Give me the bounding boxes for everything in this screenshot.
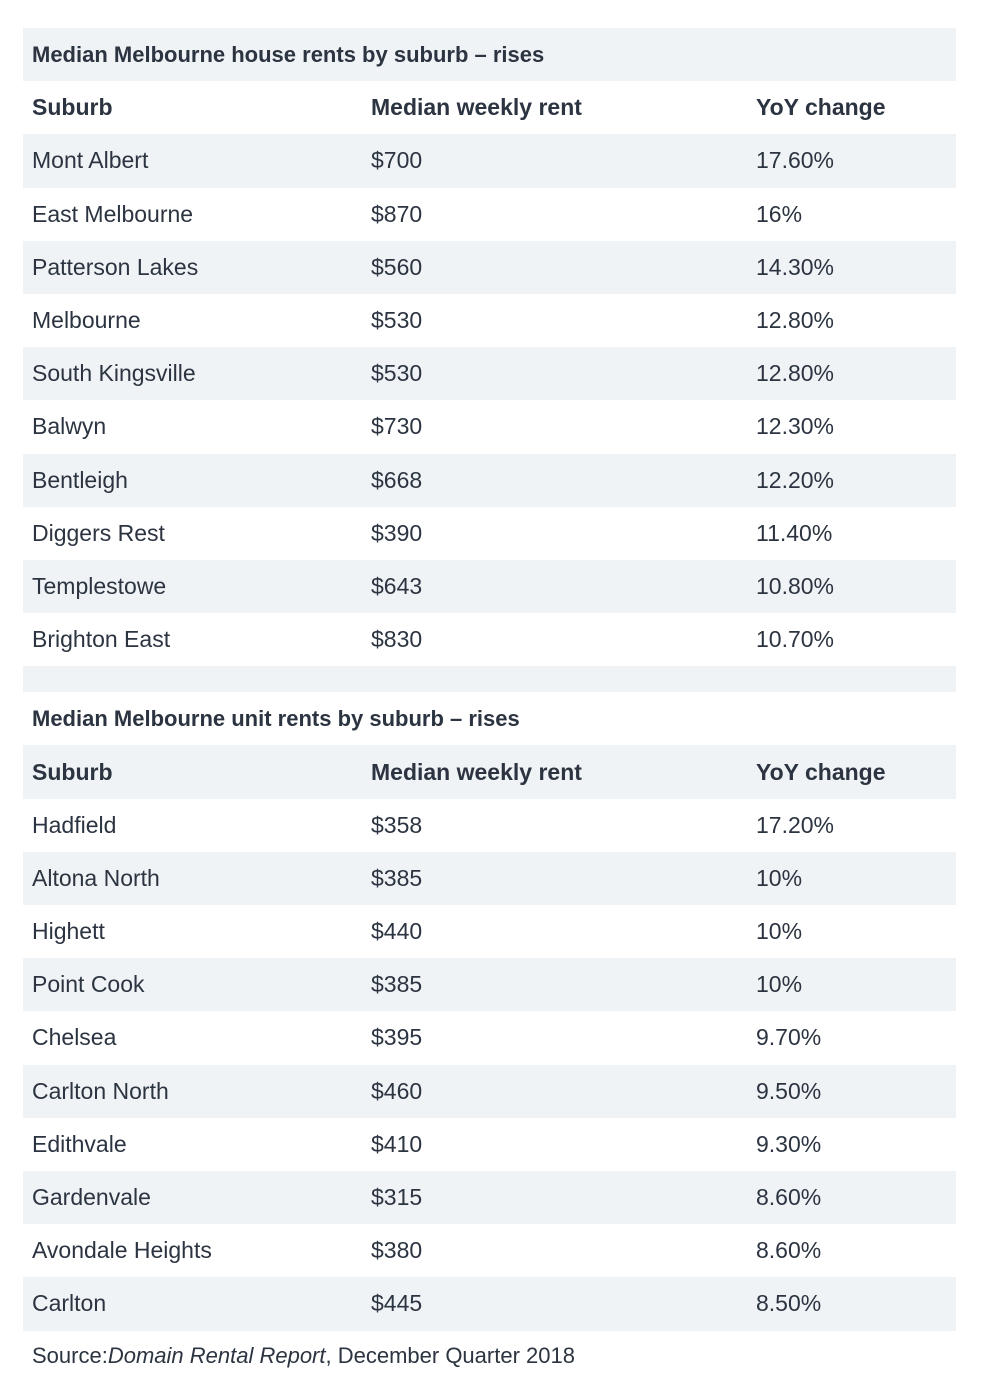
table-row: Patterson Lakes $560 14.30%: [23, 240, 956, 294]
cell-rent: $380: [371, 1237, 423, 1264]
cell-yoy: 12.80%: [756, 360, 835, 387]
cell-rent: $460: [371, 1077, 423, 1104]
cell-suburb: Balwyn: [32, 413, 107, 440]
house-table-header: Suburb Median weekly rent YoY change: [23, 81, 956, 134]
cell-rent: $668: [371, 466, 423, 493]
table-row: Balwyn $730 12.30%: [23, 400, 956, 453]
cell-suburb: Bentleigh: [32, 466, 128, 493]
source-prefix: Source:: [32, 1342, 108, 1368]
cell-yoy: 8.50%: [756, 1290, 822, 1317]
table-row: Hadfield $358 17.20%: [23, 799, 956, 852]
header-rent: Median weekly rent: [371, 758, 582, 785]
table-row: South Kingsville $530 12.80%: [23, 347, 956, 401]
table-row: Point Cook $385 10%: [23, 958, 956, 1012]
table-row: Carlton North $460 9.50%: [23, 1064, 956, 1118]
cell-yoy: 9.50%: [756, 1077, 822, 1104]
cell-rent: $560: [371, 253, 423, 280]
cell-rent: $385: [371, 971, 423, 998]
cell-suburb: Chelsea: [32, 1024, 117, 1051]
header-rent: Median weekly rent: [371, 94, 582, 121]
cell-rent: $870: [371, 200, 423, 227]
cell-yoy: 11.40%: [756, 519, 833, 546]
cell-rent: $830: [371, 626, 423, 653]
cell-yoy: 8.60%: [756, 1184, 822, 1211]
table-row: Highett $440 10%: [23, 905, 956, 958]
cell-rent: $410: [371, 1130, 423, 1157]
table-row: Altona North $385 10%: [23, 851, 956, 905]
cell-yoy: 12.30%: [756, 413, 835, 440]
cell-suburb: Melbourne: [32, 307, 141, 334]
table-row: Diggers Rest $390 11.40%: [23, 507, 956, 560]
cell-suburb: Diggers Rest: [32, 519, 165, 546]
cell-suburb: Brighton East: [32, 626, 171, 653]
cell-yoy: 10%: [756, 971, 803, 998]
header-yoy: YoY change: [756, 94, 886, 121]
unit-table-body: Hadfield $358 17.20% Altona North $385 10% Hig…: [23, 799, 956, 1331]
cell-yoy: 10%: [756, 864, 803, 891]
cell-yoy: 17.20%: [756, 811, 835, 838]
cell-yoy: 14.30%: [756, 253, 835, 280]
table-row: Carlton $445 8.50%: [23, 1277, 956, 1331]
cell-rent: $730: [371, 413, 423, 440]
cell-rent: $445: [371, 1290, 423, 1317]
cell-rent: $385: [371, 864, 423, 891]
table-row: Avondale Heights $380 8.60%: [23, 1224, 956, 1277]
cell-yoy: 9.30%: [756, 1130, 822, 1157]
cell-rent: $358: [371, 811, 423, 838]
house-table-title: Median Melbourne house rents by suburb –…: [23, 28, 956, 82]
table-row: Brighton East $830 10.70%: [23, 613, 956, 666]
cell-yoy: 12.80%: [756, 307, 835, 334]
cell-suburb: South Kingsville: [32, 360, 196, 387]
cell-yoy: 10.80%: [756, 572, 835, 599]
table-row: Melbourne $530 12.80%: [23, 294, 956, 347]
cell-yoy: 10.70%: [756, 626, 835, 653]
cell-yoy: 17.60%: [756, 147, 835, 174]
cell-rent: $315: [371, 1184, 423, 1211]
cell-rent: $440: [371, 918, 423, 945]
source-report-link[interactable]: Domain Rental Report: [107, 1342, 326, 1368]
table-row: Chelsea $395 9.70%: [23, 1011, 956, 1064]
cell-suburb: Carlton: [32, 1290, 107, 1317]
header-suburb: Suburb: [32, 94, 113, 121]
table-row: Gardenvale $315 8.60%: [23, 1170, 956, 1225]
table-row: Templestowe $643 10.80%: [23, 559, 956, 614]
cell-rent: $530: [371, 360, 423, 387]
cell-suburb: Avondale Heights: [32, 1237, 212, 1264]
table-row: Bentleigh $668 12.20%: [23, 453, 956, 507]
cell-suburb: Patterson Lakes: [32, 253, 199, 280]
rent-tables: Median Melbourne house rents by suburb –…: [23, 28, 956, 1381]
house-table-body: Mont Albert $700 17.60% East Melbourne $870 1…: [23, 134, 956, 666]
cell-rent: $395: [371, 1024, 423, 1051]
unit-table-title: Median Melbourne unit rents by suburb – …: [32, 705, 520, 731]
cell-rent: $390: [371, 519, 423, 546]
cell-suburb: Templestowe: [32, 572, 167, 599]
cell-rent: $530: [371, 307, 423, 334]
cell-suburb: Hadfield: [32, 811, 117, 838]
unit-table-header: Suburb Median weekly rent YoY change: [23, 745, 956, 799]
table-row: Mont Albert $700 17.60%: [23, 134, 956, 188]
cell-suburb: Carlton North: [32, 1077, 169, 1104]
table-spacer: [23, 666, 956, 693]
cell-yoy: 10%: [756, 918, 803, 945]
table-row: Edithvale $410 9.30%: [23, 1118, 956, 1171]
header-yoy: YoY change: [756, 758, 886, 785]
source-suffix: , December Quarter 2018: [325, 1342, 575, 1368]
cell-suburb: Altona North: [32, 864, 160, 891]
cell-yoy: 16%: [756, 200, 803, 227]
table-row: East Melbourne $870 16%: [23, 188, 956, 241]
cell-rent: $700: [371, 147, 423, 174]
cell-suburb: Highett: [32, 918, 105, 945]
cell-suburb: Mont Albert: [32, 147, 149, 174]
header-suburb: Suburb: [32, 758, 113, 785]
cell-yoy: 9.70%: [756, 1024, 822, 1051]
cell-suburb: East Melbourne: [32, 200, 194, 227]
cell-suburb: Point Cook: [32, 971, 145, 998]
cell-rent: $643: [371, 572, 423, 599]
cell-suburb: Gardenvale: [32, 1184, 151, 1211]
cell-suburb: Edithvale: [32, 1130, 127, 1157]
cell-yoy: 12.20%: [756, 466, 835, 493]
source-note: Source: Domain Rental Report , December …: [23, 1331, 956, 1381]
cell-yoy: 8.60%: [756, 1237, 822, 1264]
